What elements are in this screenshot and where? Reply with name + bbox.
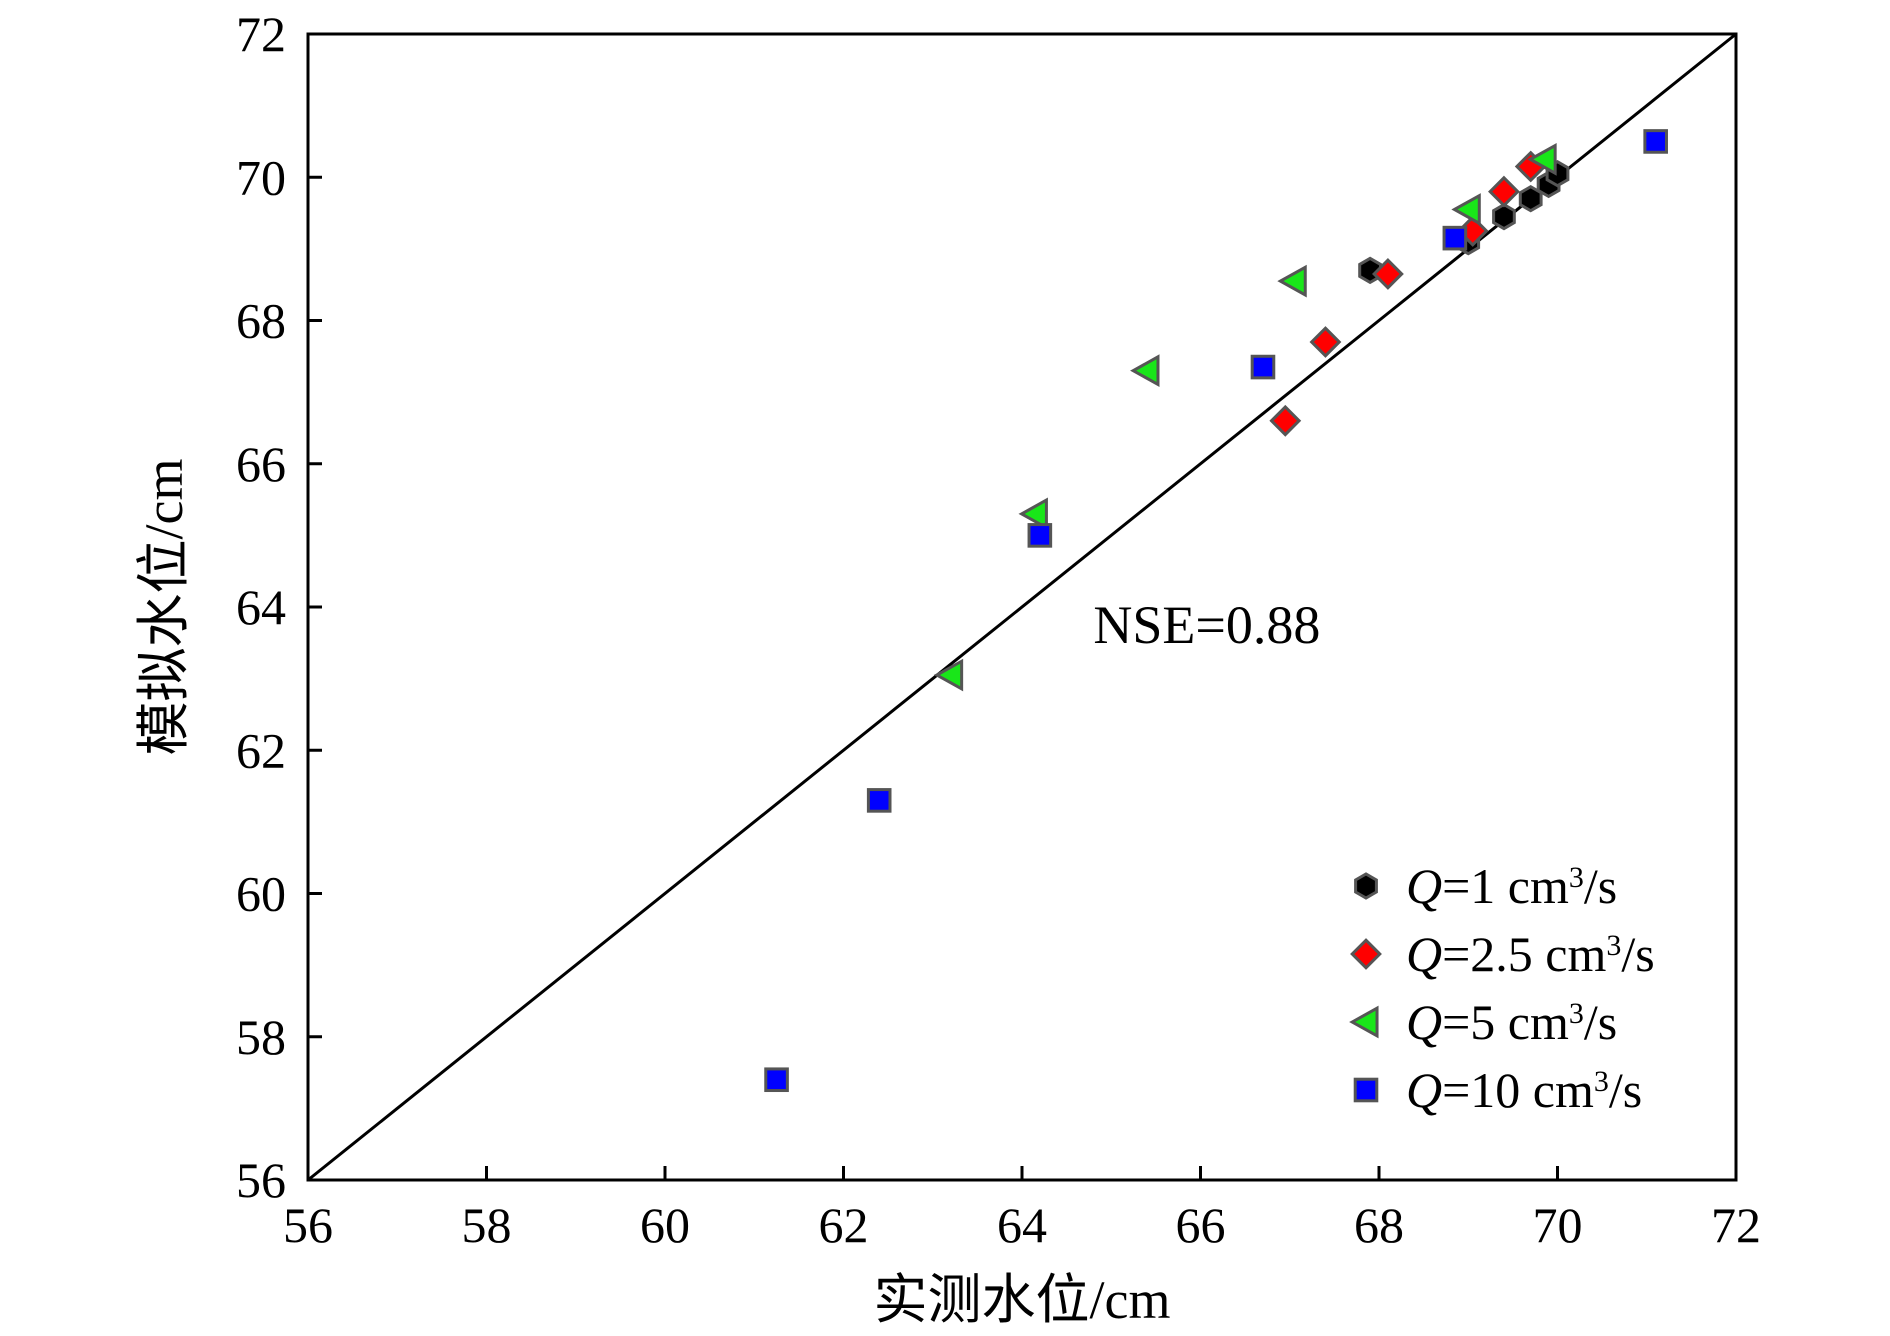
data-point — [1269, 404, 1302, 437]
x-tick-label: 56 — [283, 1197, 333, 1253]
x-axis-title: 实测水位/cm — [874, 1270, 1171, 1330]
data-point — [1309, 326, 1342, 358]
x-tick-label: 62 — [819, 1197, 869, 1253]
legend-entry: Q=1 cm3/s — [1354, 858, 1617, 914]
y-tick-label: 64 — [236, 579, 286, 635]
y-tick-label: 56 — [236, 1152, 286, 1208]
series-4 — [764, 129, 1668, 1093]
data-point — [1277, 264, 1307, 298]
data-point — [1250, 354, 1276, 380]
series-3 — [933, 142, 1557, 692]
data-point — [1451, 193, 1481, 226]
nse-annotation: NSE=0.88 — [1093, 595, 1320, 655]
x-tick-label: 72 — [1711, 1197, 1761, 1253]
legend-marker — [1354, 872, 1378, 900]
data-point — [1643, 129, 1668, 154]
data-point — [1372, 258, 1404, 290]
data-point — [866, 788, 892, 813]
y-tick-label: 68 — [236, 293, 286, 349]
x-tick-label: 66 — [1176, 1197, 1226, 1253]
axis-ticks: 56 58 60 62 64 66 68 70 72 56 58 60 62 64 66 68 70 72 — [236, 6, 1761, 1253]
legend-marker — [1350, 938, 1382, 970]
legend-marker — [1349, 1005, 1379, 1039]
data-point — [1442, 225, 1468, 251]
legend-label: Q=10 cm3/s — [1406, 1062, 1642, 1118]
data-point — [1018, 497, 1048, 531]
x-tick-label: 64 — [997, 1197, 1047, 1253]
data-point — [1488, 175, 1520, 208]
data-point — [1027, 523, 1053, 548]
y-tick-label: 66 — [236, 436, 286, 492]
data-point — [1492, 202, 1516, 231]
y-tick-label: 72 — [236, 6, 286, 62]
legend-entry: Q=5 cm3/s — [1349, 994, 1617, 1050]
data-point — [933, 658, 964, 692]
legend: Q=1 cm3/s Q=2.5 cm3/s Q=5 cm3/s Q=10 cm3/s — [1349, 858, 1655, 1118]
x-tick-label: 68 — [1354, 1197, 1404, 1253]
y-tick-label: 60 — [236, 866, 286, 922]
x-tick-label: 70 — [1533, 1197, 1583, 1253]
x-tick-label: 60 — [640, 1197, 690, 1253]
data-point — [764, 1067, 789, 1093]
legend-label: Q=1 cm3/s — [1406, 858, 1617, 914]
y-tick-label: 58 — [236, 1009, 286, 1065]
data-point — [1527, 142, 1557, 176]
legend-marker — [1353, 1077, 1379, 1103]
y-tick-label: 62 — [236, 722, 286, 778]
legend-entry: Q=2.5 cm3/s — [1350, 926, 1655, 982]
legend-label: Q=5 cm3/s — [1406, 994, 1617, 1050]
data-points — [764, 129, 1668, 1093]
y-tick-label: 70 — [236, 149, 286, 205]
legend-entry: Q=10 cm3/s — [1353, 1062, 1642, 1118]
data-point — [1130, 354, 1160, 387]
legend-label: Q=2.5 cm3/s — [1406, 926, 1655, 982]
x-tick-label: 58 — [462, 1197, 512, 1253]
y-axis-title: 模拟水位/cm — [134, 459, 194, 756]
series-2 — [1269, 150, 1547, 437]
